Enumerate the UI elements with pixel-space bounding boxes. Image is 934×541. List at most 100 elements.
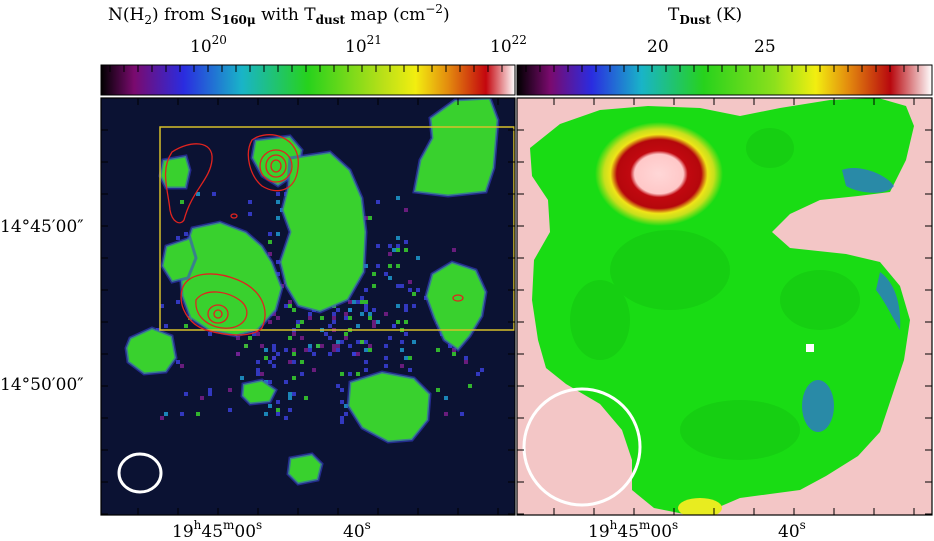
noise-pixel [464, 360, 468, 364]
noise-pixel [396, 284, 400, 288]
noise-pixel [344, 404, 348, 408]
left-map-region-box [159, 126, 515, 331]
noise-pixel [288, 300, 292, 304]
noise-pixel [276, 408, 280, 412]
noise-pixel [412, 304, 416, 308]
right-title: TDust (K) [668, 5, 742, 27]
noise-pixel [376, 264, 380, 268]
noise-pixel [180, 364, 184, 368]
noise-pixel [356, 340, 360, 344]
noise-pixel [340, 416, 344, 420]
noise-pixel [356, 352, 360, 356]
noise-pixel [276, 260, 280, 264]
right-map-shading [570, 128, 860, 460]
noise-pixel [324, 332, 328, 336]
noise-pixel [364, 340, 368, 344]
noise-pixel [376, 320, 380, 324]
noise-pixel [388, 244, 392, 248]
noise-pixel [364, 300, 368, 304]
noise-pixel [196, 412, 200, 416]
noise-pixel [284, 416, 288, 420]
noise-pixel [288, 360, 292, 364]
noise-pixel [364, 216, 368, 220]
noise-pixel [200, 396, 204, 400]
noise-pixel [288, 396, 292, 400]
noise-pixel [332, 316, 336, 320]
noise-pixel [164, 412, 168, 416]
noise-pixel [264, 348, 268, 352]
noise-pixel [240, 376, 244, 380]
noise-pixel [460, 412, 464, 416]
noise-pixel [360, 340, 364, 344]
noise-pixel [384, 344, 388, 348]
left-map-contours [164, 134, 464, 336]
noise-pixel [416, 256, 420, 260]
noise-pixel [268, 360, 272, 364]
noise-pixel [396, 236, 400, 240]
noise-pixel [348, 344, 352, 348]
right-map-cold-regions [802, 167, 901, 432]
noise-pixel [308, 316, 312, 320]
noise-pixel [436, 388, 440, 392]
noise-pixel [436, 348, 440, 352]
noise-pixel [304, 348, 308, 352]
noise-pixel [272, 356, 276, 360]
noise-pixel [292, 348, 296, 352]
noise-pixel [396, 304, 400, 308]
noise-pixel [396, 264, 400, 268]
noise-pixel [400, 284, 404, 288]
noise-pixel [360, 296, 364, 300]
svg-text:1020: 1020 [190, 33, 227, 57]
right-map-hot-spot [595, 122, 723, 226]
noise-pixel [468, 384, 472, 388]
noise-pixel [260, 372, 264, 376]
noise-pixel [356, 324, 360, 328]
noise-pixel [408, 280, 412, 284]
noise-pixel [368, 344, 372, 348]
noise-pixel [256, 372, 260, 376]
noise-pixel [308, 312, 312, 316]
noise-pixel [348, 372, 352, 376]
noise-pixel [340, 372, 344, 376]
noise-pixel [404, 332, 408, 336]
noise-pixel [196, 192, 200, 196]
noise-pixel [288, 304, 292, 308]
noise-pixel [392, 248, 396, 252]
noise-pixel [408, 356, 412, 360]
svg-text:40s: 40s [343, 518, 371, 541]
noise-pixel [356, 300, 360, 304]
noise-pixel [228, 388, 232, 392]
noise-pixel [288, 336, 292, 340]
noise-pixel [276, 192, 280, 196]
right-x-tick-label-1: 19h45m00s [588, 518, 678, 541]
left-colorbar-tick-3: 1022 [490, 33, 527, 57]
noise-pixel [184, 392, 188, 396]
noise-pixel [360, 300, 364, 304]
noise-pixel [412, 340, 416, 344]
noise-pixel [284, 348, 288, 352]
noise-pixel [368, 316, 372, 320]
noise-pixel [312, 368, 316, 372]
noise-pixel [388, 264, 392, 268]
noise-pixel [348, 300, 352, 304]
noise-pixel [248, 212, 252, 216]
noise-pixel [256, 360, 260, 364]
noise-pixel [368, 216, 372, 220]
noise-pixel [272, 344, 276, 348]
noise-pixel [372, 324, 376, 328]
noise-pixel [376, 244, 380, 248]
noise-pixel [312, 352, 316, 356]
noise-pixel [396, 248, 400, 252]
noise-pixel [336, 348, 340, 352]
left-title: N(H2) from S160μ with Tdust map (cm−2) [108, 2, 450, 27]
noise-pixel [248, 336, 252, 340]
noise-pixel [268, 380, 272, 384]
left-colorbar-tick-1: 1020 [190, 33, 227, 57]
noise-pixel [272, 348, 276, 352]
noise-pixel [332, 348, 336, 352]
svg-text:1022: 1022 [490, 33, 527, 57]
noise-pixel [300, 320, 304, 324]
noise-pixel [384, 312, 388, 316]
noise-pixel [404, 240, 408, 244]
noise-pixel [300, 372, 304, 376]
